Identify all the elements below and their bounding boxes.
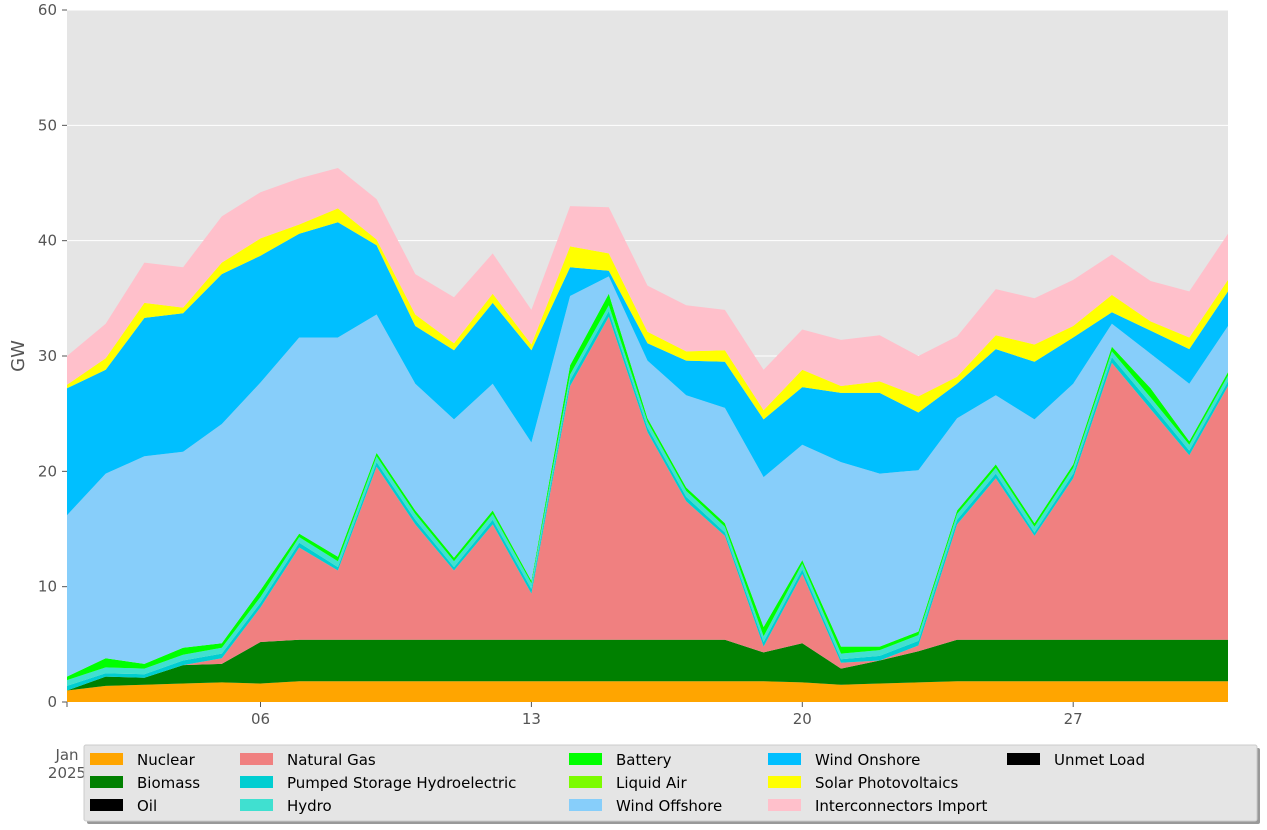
legend: Nuclear Biomass Oil Natural Gas Pumped Stora… <box>83 744 1260 824</box>
x-axis: Jan 2025 06 13 20 27 <box>48 702 1083 782</box>
area-wind-offshore <box>67 276 1228 677</box>
x-tick-label: 20 <box>793 710 812 728</box>
legend-label: Natural Gas <box>287 751 376 769</box>
legend-label: Liquid Air <box>616 774 687 792</box>
area-nuclear <box>67 681 1228 702</box>
legend-swatch <box>240 753 273 765</box>
area-natural-gas <box>67 316 1228 691</box>
legend-label: Wind Offshore <box>616 797 722 815</box>
legend-label: Solar Photovoltaics <box>815 774 958 792</box>
y-tick-label: 50 <box>38 116 57 134</box>
y-tick-label: 40 <box>38 232 57 250</box>
y-tick-label: 0 <box>47 693 57 711</box>
legend-label: Oil <box>137 797 157 815</box>
y-tick-label: 60 <box>38 1 57 19</box>
legend-label: Wind Onshore <box>815 751 920 769</box>
area-wind-onshore <box>67 222 1228 516</box>
area-interconnectors-import <box>67 168 1228 411</box>
legend-swatch <box>1007 753 1040 765</box>
area-biomass <box>67 639 1228 691</box>
x-tick-label: 27 <box>1064 710 1083 728</box>
x-tick-label: 06 <box>251 710 270 728</box>
y-tick-label: 10 <box>38 578 57 596</box>
legend-swatch <box>90 799 123 811</box>
series-areas <box>67 168 1228 702</box>
legend-swatch <box>569 799 602 811</box>
legend-label: Hydro <box>287 797 332 815</box>
legend-box <box>83 744 1258 822</box>
legend-swatch <box>569 776 602 788</box>
legend-swatch <box>768 753 801 765</box>
legend-label: Unmet Load <box>1054 751 1145 769</box>
legend-swatch <box>240 799 273 811</box>
legend-label: Battery <box>616 751 672 769</box>
x-origin-month-label: Jan <box>54 746 78 764</box>
legend-swatch <box>569 753 602 765</box>
legend-swatch <box>768 799 801 811</box>
y-axis-label: GW <box>8 340 29 372</box>
y-tick-label: 20 <box>38 462 57 480</box>
legend-swatch <box>90 776 123 788</box>
legend-label: Interconnectors Import <box>815 797 988 815</box>
legend-label: Nuclear <box>137 751 196 769</box>
legend-label: Pumped Storage Hydroelectric <box>287 774 516 792</box>
legend-label: Biomass <box>137 774 200 792</box>
y-tick-label: 30 <box>38 347 57 365</box>
x-tick-label: 13 <box>522 710 541 728</box>
legend-swatch <box>768 776 801 788</box>
x-origin-year-label: 2025 <box>48 764 86 782</box>
y-axis: 0 10 20 30 40 50 60 <box>38 1 67 711</box>
legend-swatch <box>90 753 123 765</box>
legend-swatch <box>240 776 273 788</box>
